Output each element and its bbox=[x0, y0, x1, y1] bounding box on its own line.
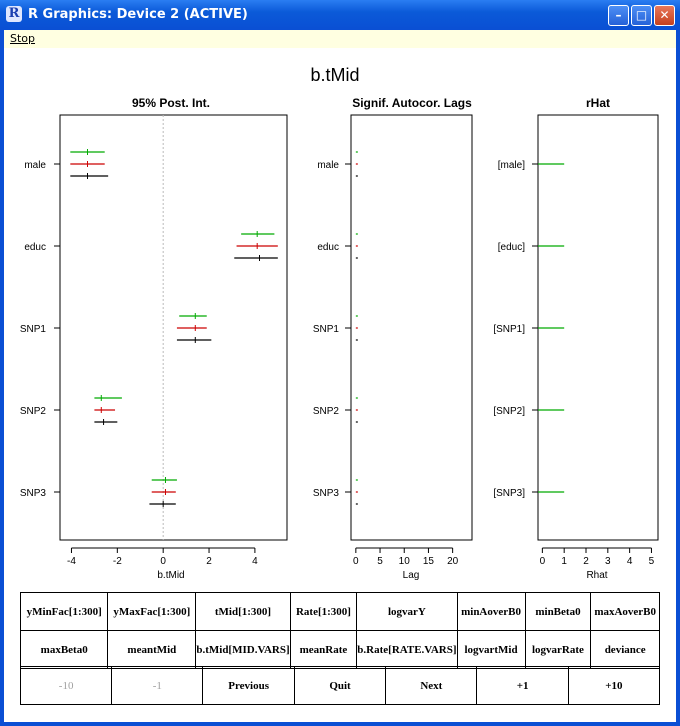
x-tick-label: 0 bbox=[353, 556, 359, 567]
row-label: [SNP3] bbox=[493, 488, 525, 499]
var-button[interactable]: logvarY bbox=[356, 592, 458, 631]
var-button[interactable]: yMaxFac[1:300] bbox=[107, 592, 197, 631]
menu-bar: Stop bbox=[4, 30, 676, 48]
quit-button[interactable]: Quit bbox=[293, 666, 387, 705]
x-tick-label: 10 bbox=[399, 556, 411, 567]
row-label: SNP2 bbox=[313, 406, 340, 417]
panel3-title: rHat bbox=[586, 96, 610, 110]
forward-1-button[interactable]: +1 bbox=[476, 666, 569, 705]
close-icon: ✕ bbox=[659, 8, 670, 22]
autocorrelation-panel: Signif. Autocor. Lags Lag male educ SNP1 SN… bbox=[313, 96, 473, 581]
window-title: R Graphics: Device 2 (ACTIVE) bbox=[28, 7, 248, 22]
forward-10-button[interactable]: +10 bbox=[567, 666, 661, 705]
row-label: SNP2 bbox=[20, 406, 47, 417]
back-10-button[interactable]: -10 bbox=[19, 666, 113, 705]
panel1-xlabel: b.tMid bbox=[157, 570, 184, 581]
row-label: SNP3 bbox=[20, 488, 47, 499]
x-tick-label: 5 bbox=[649, 556, 655, 567]
var-button[interactable]: Rate[1:300] bbox=[289, 592, 358, 631]
back-1-button[interactable]: -1 bbox=[111, 666, 204, 705]
x-tick-label: 1 bbox=[561, 556, 567, 567]
row-label: male bbox=[317, 160, 339, 171]
variable-button-row-2: maxBeta0 meantMid b.tMid[MID.VARS] meanR… bbox=[19, 630, 660, 669]
graphics-canvas: b.tMid 95% Post. Int. b.tMid male educ SNP… bbox=[4, 48, 676, 722]
x-tick-label: 3 bbox=[605, 556, 611, 567]
var-button[interactable]: meantMid bbox=[107, 630, 197, 669]
maximize-icon: □ bbox=[635, 8, 648, 22]
var-button[interactable]: logvartMid bbox=[456, 630, 526, 669]
stop-menu[interactable]: Stop bbox=[10, 32, 36, 45]
var-button[interactable]: logvarRate bbox=[524, 630, 592, 669]
row-label: educ bbox=[24, 242, 46, 253]
var-button[interactable]: maxBeta0 bbox=[19, 630, 109, 669]
row-label: SNP3 bbox=[313, 488, 340, 499]
row-label: SNP1 bbox=[313, 324, 340, 335]
panel1-title: 95% Post. Int. bbox=[132, 96, 210, 110]
var-button[interactable]: maxAoverB0 bbox=[590, 592, 660, 631]
minimize-button[interactable]: – bbox=[608, 5, 629, 26]
var-button[interactable]: b.Rate[RATE.VARS] bbox=[356, 630, 458, 669]
var-button[interactable]: meanRate bbox=[289, 630, 358, 669]
row-label: SNP1 bbox=[20, 324, 47, 335]
var-button[interactable]: minAoverB0 bbox=[456, 592, 526, 631]
next-button[interactable]: Next bbox=[385, 666, 478, 705]
close-button[interactable]: ✕ bbox=[654, 5, 675, 26]
x-tick-label: 4 bbox=[252, 556, 258, 567]
row-label: male bbox=[24, 160, 46, 171]
x-tick-label: 20 bbox=[447, 556, 459, 567]
var-button[interactable]: b.tMid[MID.VARS] bbox=[195, 630, 291, 669]
main-title: b.tMid bbox=[310, 65, 359, 85]
previous-button[interactable]: Previous bbox=[202, 666, 295, 705]
panel1-frame bbox=[59, 114, 288, 541]
r-app-icon: R bbox=[6, 6, 22, 22]
x-tick-label: 0 bbox=[540, 556, 546, 567]
x-tick-label: 0 bbox=[160, 556, 166, 567]
row-label: [educ] bbox=[498, 242, 525, 253]
panel2-xlabel: Lag bbox=[403, 570, 420, 581]
panel2-frame bbox=[350, 114, 473, 541]
var-button[interactable]: yMinFac[1:300] bbox=[19, 592, 109, 631]
row-label: educ bbox=[317, 242, 339, 253]
panel3-xlabel: Rhat bbox=[586, 570, 607, 581]
navigation-button-grid: yMinFac[1:300] yMaxFac[1:300] tMid[1:300… bbox=[19, 592, 660, 669]
x-tick-label: 2 bbox=[583, 556, 589, 567]
panel2-title: Signif. Autocor. Lags bbox=[352, 96, 472, 110]
rhat-panel: rHat Rhat [male] [educ] [SNP1] [SNP2] [SNP3]… bbox=[493, 96, 659, 581]
variable-button-row-1: yMinFac[1:300] yMaxFac[1:300] tMid[1:300… bbox=[19, 592, 660, 631]
minimize-icon: – bbox=[615, 8, 622, 22]
x-tick-label: 15 bbox=[423, 556, 435, 567]
var-button[interactable]: minBeta0 bbox=[524, 592, 592, 631]
x-tick-label: 5 bbox=[377, 556, 383, 567]
row-label: [male] bbox=[498, 160, 525, 171]
x-tick-label: -2 bbox=[113, 556, 122, 567]
x-tick-label: 2 bbox=[206, 556, 212, 567]
posterior-interval-panel: 95% Post. Int. b.tMid male educ SNP1 SNP2 SN… bbox=[20, 96, 288, 581]
maximize-button[interactable]: □ bbox=[631, 5, 652, 26]
row-label: [SNP1] bbox=[493, 324, 525, 335]
title-bar[interactable]: R R Graphics: Device 2 (ACTIVE) – □ ✕ bbox=[0, 0, 680, 30]
plot-area: b.tMid 95% Post. Int. b.tMid male educ SNP… bbox=[20, 65, 659, 581]
row-label: [SNP2] bbox=[493, 406, 525, 417]
var-button[interactable]: deviance bbox=[590, 630, 660, 669]
paging-button-row: -10 -1 Previous Quit Next +1 +10 bbox=[19, 666, 661, 705]
x-tick-label: -4 bbox=[67, 556, 76, 567]
var-button[interactable]: tMid[1:300] bbox=[195, 592, 291, 631]
x-tick-label: 4 bbox=[627, 556, 633, 567]
